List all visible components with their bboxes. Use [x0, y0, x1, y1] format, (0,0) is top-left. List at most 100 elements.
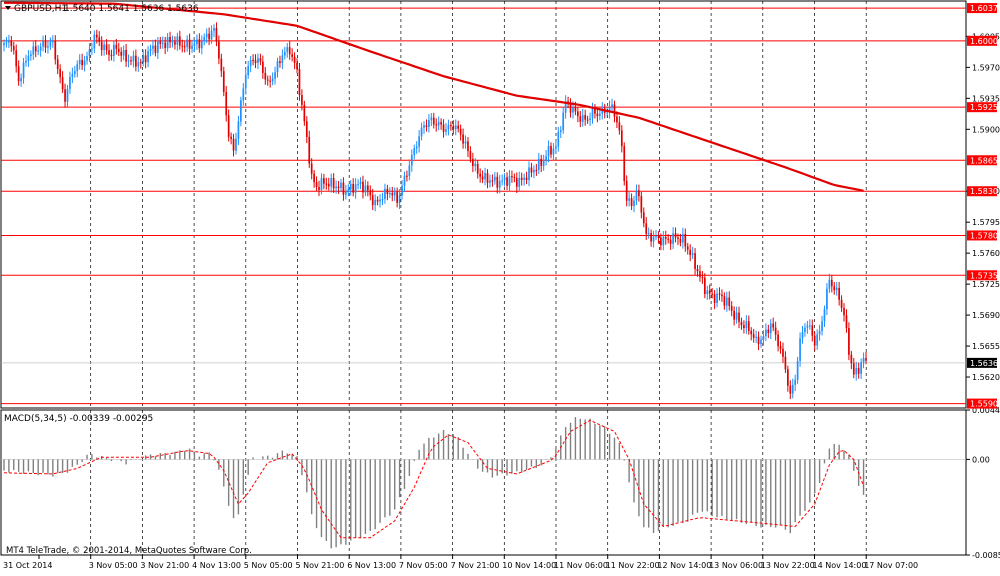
candle-body [240, 100, 242, 122]
candle-body [447, 125, 450, 130]
candle-body [718, 293, 721, 295]
candle-body [222, 71, 225, 93]
candle-body [523, 177, 525, 180]
candle-body [139, 62, 142, 64]
candle-body [784, 356, 787, 370]
price-tick-label: 1.5795 [972, 218, 1000, 227]
symbol-label: GBPUSD,H1 [14, 4, 67, 14]
candle-body [633, 200, 635, 206]
candle-body [501, 180, 504, 182]
candlestick-series [3, 22, 867, 399]
candle-body [264, 72, 267, 80]
candle-body [555, 146, 557, 149]
candle-body [857, 367, 860, 374]
candle-body [376, 199, 379, 202]
time-tick-label: 11 Nov 22:00 [606, 561, 660, 570]
candle-body [423, 125, 425, 128]
candle-body [616, 116, 618, 123]
candle-body [347, 189, 350, 192]
candle-body [200, 41, 203, 49]
candle-body [342, 182, 345, 195]
candle-body [620, 130, 623, 147]
candle-body [303, 104, 306, 122]
candle-body [359, 181, 362, 185]
level-tag-label: 1.6000 [970, 37, 998, 46]
candle-body [743, 325, 745, 329]
candle-body [340, 182, 342, 189]
candle-body [242, 88, 245, 101]
candle-body [794, 379, 797, 385]
candle-body [105, 44, 108, 51]
candle-body [252, 59, 254, 61]
candle-body [78, 59, 81, 65]
candle-body [432, 117, 435, 125]
candle-body [259, 58, 262, 62]
candle-body [830, 279, 833, 287]
level-tag [967, 35, 997, 46]
candle-body [611, 104, 613, 107]
candle-body [564, 101, 567, 113]
candle-body [818, 331, 821, 335]
candle-body [127, 60, 130, 62]
candle-body [130, 60, 132, 62]
candle-body [598, 113, 601, 117]
candle-body [691, 253, 694, 256]
candle-body [49, 41, 52, 47]
candle-body [88, 49, 91, 57]
candle-body [840, 299, 843, 308]
candle-body [467, 141, 469, 152]
candle-body [596, 113, 599, 117]
price-tick-label: 1.5620 [972, 373, 1000, 382]
candle-body [428, 120, 430, 127]
candle-body [117, 48, 120, 52]
candle-body [684, 234, 687, 247]
candle-body [137, 62, 140, 67]
candle-body [120, 51, 123, 56]
candle-body [54, 41, 57, 60]
candle-body [66, 88, 69, 102]
candle-body [330, 177, 333, 187]
candle-body [674, 233, 677, 238]
candle-body [752, 334, 755, 338]
candle-body [186, 39, 188, 48]
candle-body [789, 385, 792, 394]
level-tag [967, 155, 997, 166]
candle-body [281, 55, 284, 63]
candle-body [557, 131, 560, 147]
candle-body [110, 54, 113, 56]
candle-body [332, 177, 335, 189]
candle-body [457, 125, 460, 129]
candle-body [518, 177, 521, 187]
candle-body [525, 177, 528, 181]
candle-body [848, 327, 850, 355]
price-axis: 1.60051.59701.59351.59001.58301.57951.57… [966, 32, 1000, 560]
candle-body [865, 358, 867, 361]
candle-body [100, 41, 103, 51]
candle-body [711, 293, 714, 295]
candle-body [481, 176, 484, 180]
candle-body [833, 286, 836, 291]
candle-body [318, 186, 320, 190]
candle-body [542, 159, 545, 166]
candle-body [169, 37, 171, 43]
time-tick-label: 5 Nov 21:00 [296, 561, 345, 570]
symbol-menu-arrow-icon[interactable] [5, 6, 11, 10]
candle-body [181, 45, 184, 47]
candle-body [381, 198, 384, 200]
candle-body [352, 183, 355, 193]
candle-body [445, 129, 447, 132]
candle-body [69, 76, 71, 89]
candle-body [61, 77, 64, 90]
candle-body [572, 107, 574, 113]
candle-body [176, 36, 179, 45]
candle-body [703, 277, 706, 295]
price-tick-label: 1.5935 [972, 94, 1000, 103]
candle-body [39, 46, 42, 51]
candle-body [208, 33, 210, 40]
macd-label: MACD(5,34,5) -0.00339 -0.00295 [4, 414, 153, 424]
candle-body [559, 130, 562, 132]
time-tick-label: 12 Nov 14:00 [657, 561, 711, 570]
candle-body [479, 173, 482, 177]
